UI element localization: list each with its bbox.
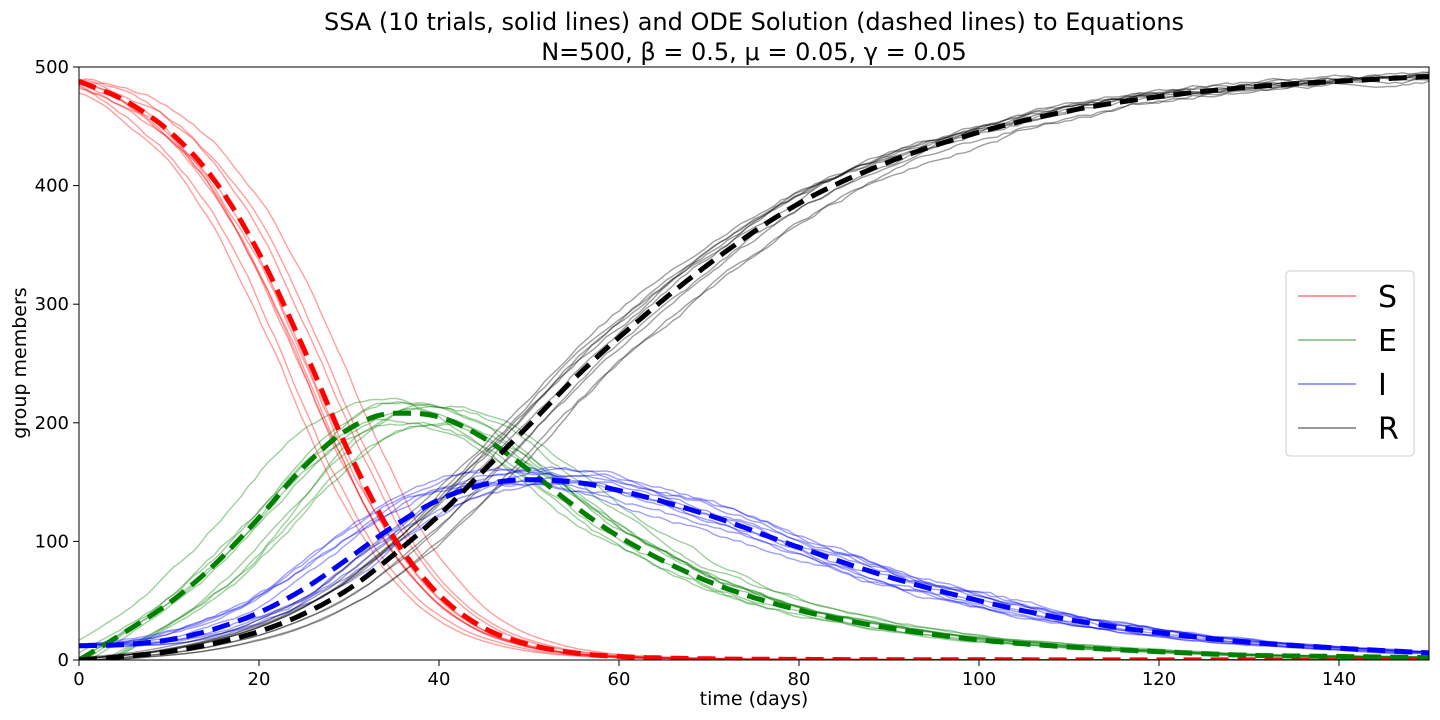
legend-box xyxy=(1285,270,1415,457)
trial-line-I xyxy=(79,467,1429,653)
trial-line-S xyxy=(79,78,1429,660)
trial-line-S xyxy=(79,79,1429,660)
ode-line-R xyxy=(79,74,1429,660)
ode-line-E xyxy=(79,410,1429,660)
trial-line-S xyxy=(79,92,1429,660)
trial-line-I xyxy=(79,467,1429,653)
trial-line-R xyxy=(79,73,1429,660)
trial-line-I xyxy=(79,468,1429,654)
x-tick-label: 40 xyxy=(428,669,451,690)
chart-subtitle: N=500, β = 0.5, μ = 0.05, γ = 0.05 xyxy=(541,38,967,66)
legend-label-E: E xyxy=(1378,324,1397,359)
y-tick-label: 300 xyxy=(35,294,69,315)
x-axis-label: time (days) xyxy=(700,688,809,710)
trial-line-I xyxy=(79,480,1429,654)
x-tick-label: 60 xyxy=(608,669,631,690)
plot-area-frame xyxy=(78,66,1430,661)
chart-title: SSA (10 trials, solid lines) and ODE Sol… xyxy=(324,8,1184,36)
legend-label-R: R xyxy=(1378,412,1399,447)
trial-line-S xyxy=(79,80,1429,660)
x-tick-label: 20 xyxy=(248,669,271,690)
x-tick-label: 140 xyxy=(1322,669,1356,690)
x-axis: 0 20 40 60 80 100 120 140 xyxy=(73,660,1356,690)
trial-line-I xyxy=(79,482,1429,655)
trial-line-R xyxy=(79,73,1429,660)
y-axis-label: group members xyxy=(9,287,31,438)
trial-line-S xyxy=(79,84,1429,660)
legend-label-I: I xyxy=(1378,368,1387,403)
x-tick-label: 100 xyxy=(962,669,996,690)
trial-line-I xyxy=(79,474,1429,653)
trial-line-I xyxy=(79,470,1429,653)
trial-line-E xyxy=(79,401,1429,660)
y-tick-label: 500 xyxy=(35,57,69,78)
trial-line-R xyxy=(79,77,1429,660)
trial-line-R xyxy=(79,73,1429,660)
y-tick-label: 200 xyxy=(35,413,69,434)
trial-line-R xyxy=(79,80,1429,660)
trial-line-S xyxy=(79,80,1429,660)
trial-line-S xyxy=(79,83,1429,660)
y-tick-label: 400 xyxy=(35,176,69,197)
x-tick-label: 120 xyxy=(1142,669,1176,690)
y-tick-label: 100 xyxy=(35,531,69,552)
trial-line-I xyxy=(79,483,1429,654)
trial-line-E xyxy=(79,402,1429,660)
y-tick-label: 0 xyxy=(58,650,69,671)
y-axis: 0 100 200 300 400 500 xyxy=(35,57,79,671)
trial-line-I xyxy=(79,466,1429,653)
ssa-trial-lines xyxy=(79,71,1429,660)
trial-line-S xyxy=(79,83,1429,660)
ode-solution-lines xyxy=(79,74,1429,660)
trial-line-S xyxy=(79,87,1429,660)
trial-line-I xyxy=(79,480,1429,654)
legend-label-S: S xyxy=(1378,280,1397,315)
trial-line-R xyxy=(79,71,1429,660)
x-tick-label: 0 xyxy=(73,669,84,690)
trial-line-S xyxy=(79,85,1429,660)
ode-line-S xyxy=(79,78,1429,660)
x-tick-label: 80 xyxy=(788,669,811,690)
trial-line-E xyxy=(79,408,1429,660)
